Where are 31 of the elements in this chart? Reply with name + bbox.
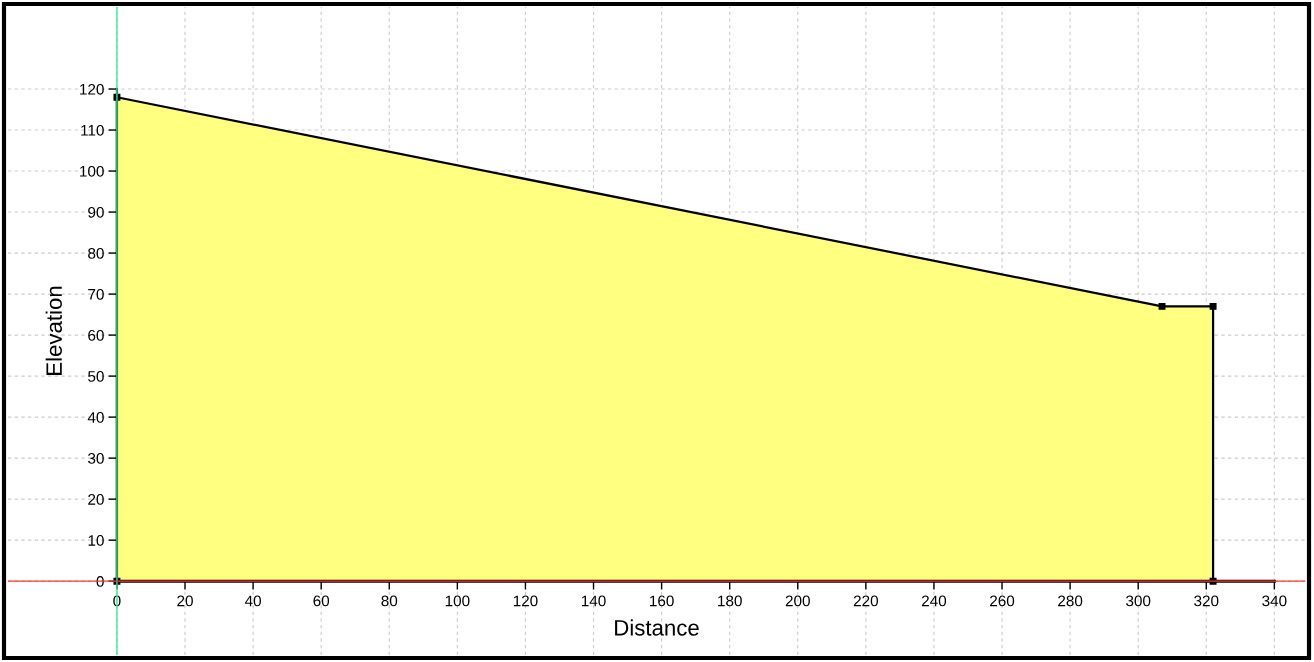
- x-tick-label: 100: [445, 595, 470, 607]
- y-tick-label: 60: [88, 329, 104, 341]
- y-tick-label: 30: [88, 453, 104, 464]
- x-tick-label: 160: [650, 595, 674, 607]
- y-tick-label: 70: [88, 288, 104, 300]
- x-tick-label: 120: [513, 595, 538, 607]
- x-tick-label: 140: [581, 595, 606, 607]
- y-tick-label: 40: [87, 411, 104, 423]
- y-tick-label: 80: [88, 247, 104, 259]
- y-axis-title: Elevation: [45, 286, 62, 375]
- x-tick-label: 320: [1194, 595, 1219, 607]
- x-axis-title: Distance: [615, 619, 699, 636]
- x-tick-label: 40: [244, 595, 261, 607]
- x-tick-label: 80: [381, 595, 398, 607]
- y-tick-label: 100: [80, 165, 104, 177]
- x-tick-label: 260: [990, 595, 1015, 607]
- y-tick-label: 50: [88, 370, 104, 382]
- x-tick-label: 180: [718, 595, 742, 607]
- x-tick-label: 60: [313, 595, 330, 607]
- x-tick-label: 200: [785, 595, 810, 607]
- x-tick-label: 280: [1058, 595, 1083, 607]
- y-tick-label: 10: [88, 535, 104, 546]
- x-tick-label: 340: [1262, 595, 1287, 607]
- x-tick-label: 220: [853, 595, 879, 607]
- y-tick-label: 90: [88, 206, 104, 218]
- x-tick-label: 240: [921, 595, 947, 607]
- y-tick-label: 120: [80, 83, 104, 95]
- y-tick-label: 110: [81, 124, 104, 136]
- x-tick-label: 20: [177, 595, 193, 607]
- y-tick-label: 20: [88, 494, 104, 505]
- x-tick-label: 300: [1126, 595, 1151, 607]
